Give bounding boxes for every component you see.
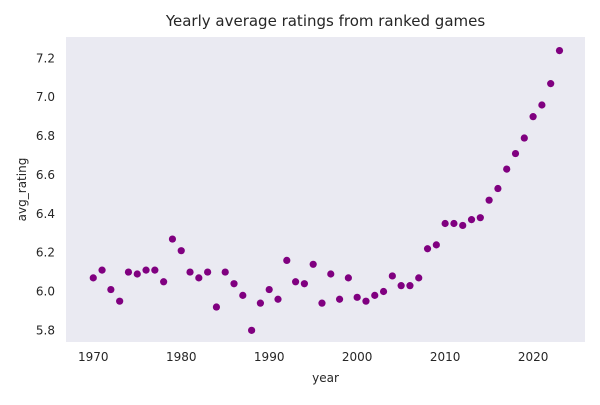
data-point bbox=[494, 184, 502, 193]
data-point bbox=[555, 46, 564, 55]
data-point bbox=[397, 282, 405, 290]
data-point bbox=[89, 274, 97, 282]
data-point bbox=[441, 219, 449, 228]
data-point bbox=[151, 266, 159, 274]
y-tick-label: 6.8 bbox=[36, 129, 55, 143]
data-point bbox=[432, 241, 440, 249]
data-point bbox=[195, 274, 203, 282]
x-tick-label: 2000 bbox=[342, 350, 373, 364]
x-tick-label: 1970 bbox=[78, 350, 109, 364]
y-tick-label: 7.0 bbox=[36, 90, 55, 104]
data-point bbox=[388, 272, 396, 280]
data-point bbox=[160, 278, 168, 286]
data-point bbox=[520, 134, 528, 142]
data-point bbox=[107, 285, 115, 294]
y-tick-label: 5.8 bbox=[36, 323, 55, 337]
data-point bbox=[212, 303, 221, 311]
data-point bbox=[239, 291, 247, 299]
y-tick-label: 6.0 bbox=[36, 284, 55, 298]
data-point bbox=[283, 256, 291, 265]
data-point bbox=[415, 274, 423, 282]
y-axis-label: avg_rating bbox=[15, 158, 29, 222]
data-point bbox=[538, 101, 546, 109]
data-point bbox=[371, 291, 379, 299]
data-point bbox=[248, 326, 256, 334]
data-point bbox=[547, 80, 555, 88]
data-point bbox=[362, 297, 370, 305]
data-point bbox=[344, 274, 352, 282]
data-point bbox=[406, 282, 414, 290]
y-tick-label: 6.4 bbox=[36, 207, 55, 221]
data-point bbox=[503, 165, 511, 173]
y-tick-label: 6.6 bbox=[36, 168, 55, 182]
data-point bbox=[230, 280, 238, 288]
data-point bbox=[423, 245, 432, 253]
y-axis-ticks: 5.8 6.0 6.2 6.4 6.6 6.8 7.0 7.2 bbox=[36, 51, 55, 337]
data-point bbox=[353, 293, 361, 301]
x-axis-ticks: 1970 1980 1990 2000 2010 2020 bbox=[78, 350, 548, 364]
y-tick-label: 7.2 bbox=[36, 51, 55, 65]
data-point bbox=[318, 299, 326, 307]
data-point bbox=[300, 280, 308, 288]
data-point bbox=[177, 247, 185, 255]
data-point bbox=[476, 214, 484, 222]
data-point bbox=[221, 268, 229, 276]
plot-area bbox=[66, 37, 585, 342]
data-point bbox=[274, 295, 282, 303]
x-tick-label: 1990 bbox=[254, 350, 285, 364]
chart-title: Yearly average ratings from ranked games bbox=[165, 12, 486, 30]
data-points bbox=[89, 46, 564, 334]
data-point bbox=[265, 285, 273, 294]
data-point bbox=[327, 270, 335, 278]
data-point bbox=[186, 268, 194, 276]
x-tick-label: 1980 bbox=[166, 350, 197, 364]
data-point bbox=[116, 297, 124, 305]
data-point bbox=[204, 268, 212, 276]
y-tick-label: 6.2 bbox=[36, 246, 55, 260]
data-point bbox=[168, 235, 177, 243]
data-point bbox=[142, 266, 150, 274]
data-point bbox=[335, 295, 344, 303]
data-point bbox=[124, 268, 133, 276]
data-point bbox=[511, 149, 520, 158]
data-point bbox=[256, 299, 265, 307]
x-tick-label: 2010 bbox=[430, 350, 461, 364]
x-axis-label: year bbox=[312, 371, 339, 385]
data-point bbox=[450, 219, 458, 228]
data-point bbox=[98, 266, 106, 274]
data-point bbox=[467, 216, 476, 224]
data-point bbox=[309, 260, 317, 268]
data-point bbox=[485, 196, 493, 204]
data-point bbox=[459, 221, 467, 230]
data-point bbox=[133, 270, 141, 278]
data-point bbox=[291, 278, 300, 286]
x-tick-label: 2020 bbox=[518, 350, 549, 364]
data-point bbox=[529, 113, 537, 121]
data-point bbox=[379, 287, 388, 296]
